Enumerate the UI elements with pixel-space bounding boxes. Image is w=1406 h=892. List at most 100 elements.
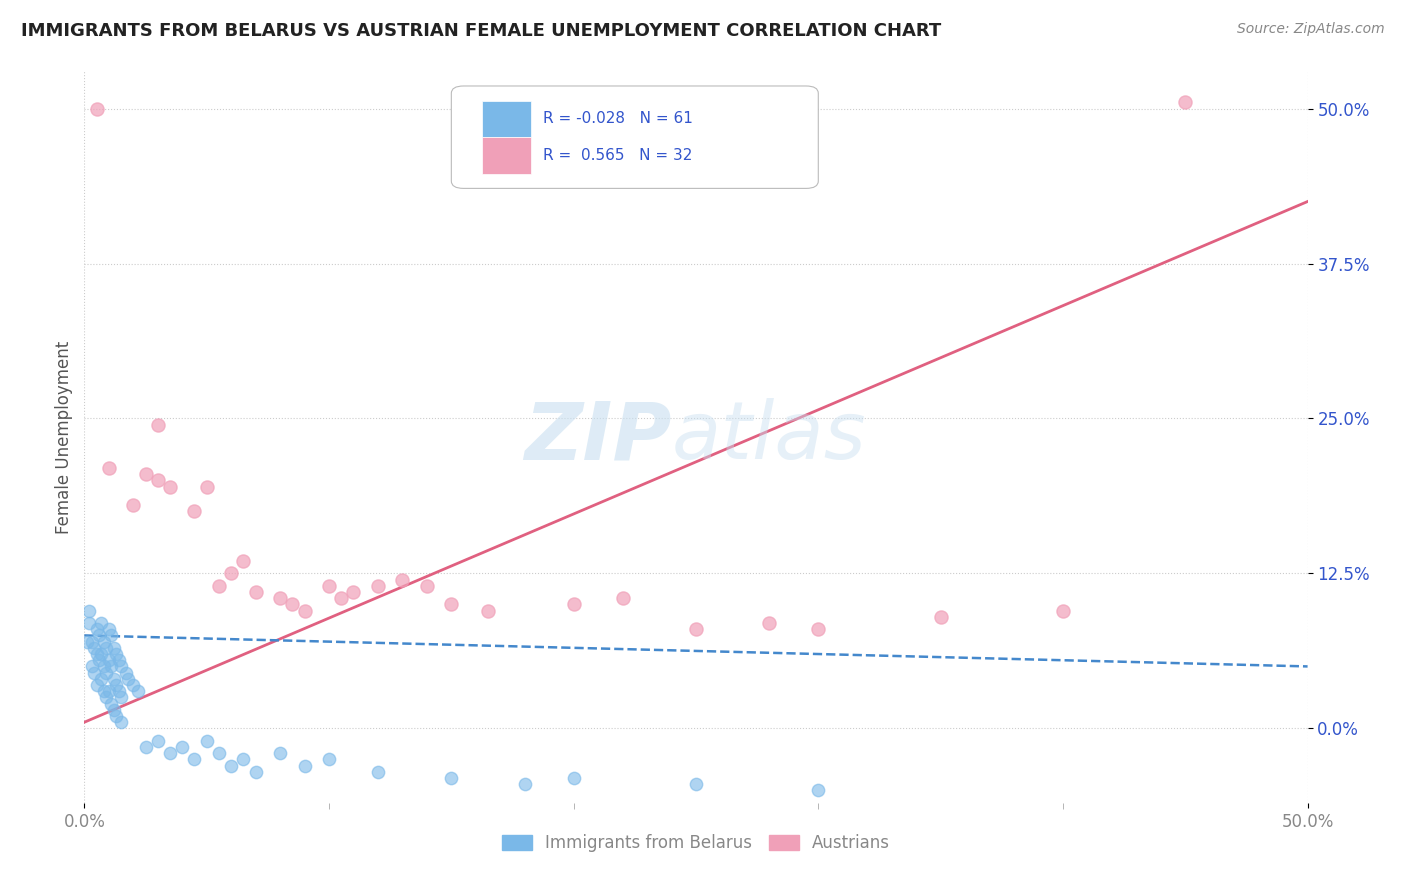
Text: R =  0.565   N = 32: R = 0.565 N = 32 — [543, 148, 692, 163]
Point — [100, 697, 122, 711]
Point — [195, 480, 218, 494]
Point — [96, 640, 118, 655]
Point — [77, 615, 100, 630]
Text: R = -0.028   N = 61: R = -0.028 N = 61 — [543, 112, 693, 127]
Point — [83, 665, 105, 680]
Point — [90, 647, 112, 661]
Point — [127, 684, 149, 698]
Point — [269, 746, 291, 760]
Point — [110, 659, 132, 673]
Point — [97, 622, 120, 636]
Point — [159, 746, 181, 760]
FancyBboxPatch shape — [482, 137, 531, 174]
Point — [1052, 604, 1074, 618]
Point — [117, 672, 139, 686]
Point — [195, 734, 218, 748]
Point — [440, 771, 463, 785]
Point — [115, 665, 138, 680]
Point — [86, 647, 108, 661]
Point — [86, 102, 108, 116]
Point — [513, 777, 536, 791]
Point — [367, 764, 389, 779]
Point — [96, 690, 118, 705]
Point — [93, 684, 115, 698]
Point — [105, 678, 128, 692]
Point — [1174, 95, 1197, 110]
Point — [685, 622, 707, 636]
Point — [269, 591, 291, 606]
Point — [103, 672, 125, 686]
Point — [183, 752, 205, 766]
Point — [416, 579, 439, 593]
Point — [107, 684, 129, 698]
Point — [612, 591, 634, 606]
Point — [87, 653, 110, 667]
Text: atlas: atlas — [672, 398, 866, 476]
Point — [146, 417, 169, 432]
Point — [342, 585, 364, 599]
Point — [146, 734, 169, 748]
Point — [122, 498, 145, 512]
Point — [685, 777, 707, 791]
Point — [135, 739, 157, 754]
Point — [146, 474, 169, 488]
Point — [232, 554, 254, 568]
FancyBboxPatch shape — [482, 101, 531, 137]
Point — [330, 591, 353, 606]
Point — [122, 678, 145, 692]
Point — [80, 659, 103, 673]
Point — [367, 579, 389, 593]
Point — [929, 610, 952, 624]
Point — [318, 579, 340, 593]
Legend: Immigrants from Belarus, Austrians: Immigrants from Belarus, Austrians — [494, 826, 898, 860]
Point — [318, 752, 340, 766]
Text: IMMIGRANTS FROM BELARUS VS AUSTRIAN FEMALE UNEMPLOYMENT CORRELATION CHART: IMMIGRANTS FROM BELARUS VS AUSTRIAN FEMA… — [21, 22, 942, 40]
Point — [110, 690, 132, 705]
FancyBboxPatch shape — [451, 86, 818, 188]
Point — [87, 628, 110, 642]
Point — [440, 598, 463, 612]
Point — [172, 739, 194, 754]
Point — [245, 585, 267, 599]
Point — [93, 659, 115, 673]
Point — [80, 634, 103, 648]
Point — [391, 573, 413, 587]
Point — [103, 640, 125, 655]
Point — [807, 783, 830, 797]
Point — [76, 634, 98, 648]
Point — [562, 598, 585, 612]
Text: ZIP: ZIP — [524, 398, 672, 476]
Point — [103, 703, 125, 717]
Point — [107, 653, 129, 667]
Point — [135, 467, 157, 482]
Point — [105, 647, 128, 661]
Point — [100, 659, 122, 673]
Point — [100, 628, 122, 642]
Point — [83, 640, 105, 655]
Point — [758, 615, 780, 630]
Point — [294, 604, 316, 618]
Y-axis label: Female Unemployment: Female Unemployment — [55, 341, 73, 533]
Point — [97, 461, 120, 475]
Point — [77, 604, 100, 618]
Point — [807, 622, 830, 636]
Point — [232, 752, 254, 766]
Point — [208, 746, 231, 760]
Point — [86, 622, 108, 636]
Text: Source: ZipAtlas.com: Source: ZipAtlas.com — [1237, 22, 1385, 37]
Point — [159, 480, 181, 494]
Point — [219, 566, 242, 581]
Point — [97, 684, 120, 698]
Point — [110, 715, 132, 730]
Point — [97, 653, 120, 667]
Point — [294, 758, 316, 772]
Point — [562, 771, 585, 785]
Point — [183, 504, 205, 518]
Point — [90, 615, 112, 630]
Point — [86, 678, 108, 692]
Point — [477, 604, 499, 618]
Point — [105, 709, 128, 723]
Point — [219, 758, 242, 772]
Point — [281, 598, 304, 612]
Point — [208, 579, 231, 593]
